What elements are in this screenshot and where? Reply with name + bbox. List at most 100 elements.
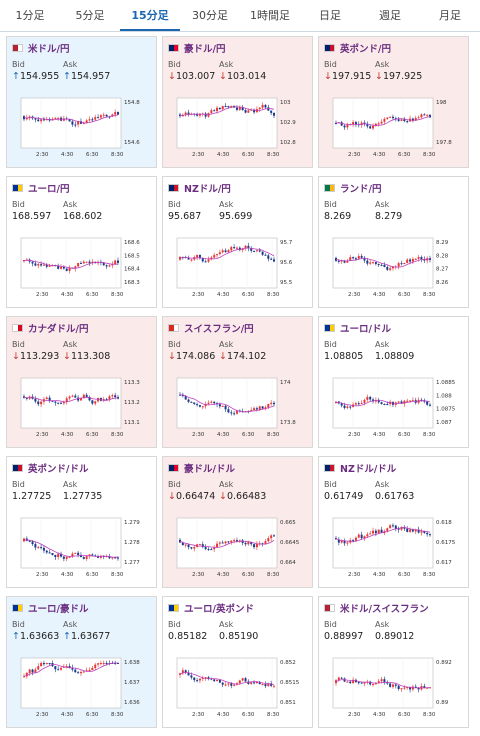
tab-3[interactable]: 30分足 xyxy=(192,9,228,22)
candle-body xyxy=(111,557,114,559)
tab-7[interactable]: 月足 xyxy=(439,9,461,22)
mini-candle-chart[interactable]: 168.6 168.5 168.4 168.3 2:30 4:30 6:30 8:30 xyxy=(17,234,151,300)
candle-body xyxy=(267,107,270,111)
pair-name[interactable]: 米ドル/スイスフラン xyxy=(340,604,429,615)
tab-0[interactable]: 1分足 xyxy=(15,9,45,22)
mini-candle-chart[interactable]: 1.0885 1.088 1.0875 1.087 2:30 4:30 6:30 8:30 xyxy=(329,374,463,440)
candle-body xyxy=(57,553,60,558)
ask-label: Ask xyxy=(63,200,78,209)
pair-name[interactable]: ユーロ/豪ドル xyxy=(28,604,89,615)
moving-average-line xyxy=(23,114,119,124)
pair-name[interactable]: カナダドル/円 xyxy=(28,324,89,335)
rate-card[interactable]: 豪ドル/ドル Bid Ask ↓0.66474 ↓0.66483 0.665 0.… xyxy=(162,456,313,588)
rate-card[interactable]: ユーロ/英ポンド Bid Ask 0.85182 0.85190 0.852 0.… xyxy=(162,596,313,728)
rate-card[interactable]: ユーロ/豪ドル Bid Ask ↑1.63663 ↑1.63677 1.638 1… xyxy=(6,596,157,728)
candle-body xyxy=(207,549,210,551)
mini-candle-chart[interactable]: 0.665 0.6645 0.664 2:30 4:30 6:30 8:30 xyxy=(173,514,307,580)
x-tick-label: 8:30 xyxy=(423,152,436,158)
chart-frame xyxy=(20,377,122,429)
tab-4[interactable]: 1時間足 xyxy=(250,9,290,22)
mini-candle-chart[interactable]: 0.892 0.89 2:30 4:30 6:30 8:30 xyxy=(329,654,463,720)
y-tick-label: 168.6 xyxy=(124,240,140,246)
card-header: ユーロ/円 xyxy=(12,182,70,195)
pair-name[interactable]: ランド/円 xyxy=(340,184,382,195)
candle-body xyxy=(357,682,360,684)
ask-value: ↓174.102 xyxy=(219,351,266,362)
rate-card[interactable]: NZドル/ドル Bid Ask 0.61749 0.61763 0.618 0.6… xyxy=(318,456,469,588)
candle-body xyxy=(357,403,360,405)
tab-2[interactable]: 15分足 xyxy=(120,0,180,31)
tab-1[interactable]: 5分足 xyxy=(75,9,105,22)
pair-name[interactable]: 英ポンド/円 xyxy=(340,44,391,55)
pair-name[interactable]: NZドル/ドル xyxy=(340,464,397,475)
candle-body xyxy=(250,682,253,684)
rate-card[interactable]: 米ドル/スイスフラン Bid Ask 0.88997 0.89012 0.892… xyxy=(318,596,469,728)
mini-candle-chart[interactable]: 113.3 113.2 113.1 2:30 4:30 6:30 8:30 xyxy=(17,374,151,440)
candle-body xyxy=(363,257,366,261)
candle-body xyxy=(42,264,45,266)
rate-card[interactable]: 英ポンド/円 Bid Ask ↓197.915 ↓197.925 198 197.… xyxy=(318,36,469,168)
trend-arrow-icon: ↓ xyxy=(324,71,332,82)
mini-candle-chart[interactable]: 174 173.8 2:30 4:30 6:30 8:30 xyxy=(173,374,307,440)
x-tick-label: 6:30 xyxy=(86,152,99,158)
candle-body xyxy=(40,401,43,405)
rate-card[interactable]: 英ポンド/ドル Bid Ask 1.27725 1.27735 1.279 1.2… xyxy=(6,456,157,588)
rate-card[interactable]: ユーロ/ドル Bid Ask 1.08805 1.08809 1.0885 1.0… xyxy=(318,316,469,448)
candle-body xyxy=(337,260,340,262)
pair-name[interactable]: NZドル/円 xyxy=(184,184,231,195)
mini-candle-chart[interactable]: 0.852 0.8515 0.851 2:30 4:30 6:30 8:30 xyxy=(173,654,307,720)
candle-body xyxy=(216,543,219,548)
pair-name[interactable]: 英ポンド/ドル xyxy=(28,464,89,475)
flag-icon xyxy=(12,604,23,612)
candle-body xyxy=(77,397,80,401)
candle-body xyxy=(420,399,423,401)
pair-name[interactable]: 豪ドル/ドル xyxy=(184,464,235,475)
mini-candle-chart[interactable]: 0.618 0.6175 0.617 2:30 4:30 6:30 8:30 xyxy=(329,514,463,580)
candle-body xyxy=(88,119,91,121)
candle-body xyxy=(400,401,403,404)
ask-label: Ask xyxy=(375,200,390,209)
mini-candle-chart[interactable]: 1.638 1.637 1.636 2:30 4:30 6:30 8:30 xyxy=(17,654,151,720)
pair-name[interactable]: ユーロ/ドル xyxy=(340,324,391,335)
mini-candle-chart[interactable]: 198 197.8 2:30 4:30 6:30 8:30 xyxy=(329,94,463,160)
candle-body xyxy=(221,682,224,685)
mini-candle-chart[interactable]: 103 102.9 102.8 2:30 4:30 6:30 8:30 xyxy=(173,94,307,160)
tab-6[interactable]: 週足 xyxy=(379,9,401,22)
rate-card[interactable]: 豪ドル/円 Bid Ask ↓103.007 ↓103.014 103 102.9… xyxy=(162,36,313,168)
mini-candle-chart[interactable]: 154.8 154.6 2:30 4:30 6:30 8:30 xyxy=(17,94,151,160)
x-tick-label: 6:30 xyxy=(398,432,411,438)
pair-name[interactable]: 豪ドル/円 xyxy=(184,44,226,55)
pair-name[interactable]: ユーロ/英ポンド xyxy=(184,604,254,615)
candle-body xyxy=(45,264,48,267)
candle-body xyxy=(91,667,94,671)
y-tick-label: 95.7 xyxy=(280,240,293,246)
candle-body xyxy=(102,262,105,266)
pair-name[interactable]: ユーロ/円 xyxy=(28,184,70,195)
candle-body xyxy=(218,404,221,407)
ask-label: Ask xyxy=(375,480,390,489)
ask-value: 1.08809 xyxy=(375,351,414,362)
mini-candle-chart[interactable]: 95.7 95.6 95.5 2:30 4:30 6:30 8:30 xyxy=(173,234,307,300)
x-tick-label: 8:30 xyxy=(267,152,280,158)
rate-card[interactable]: ランド/円 Bid Ask 8.269 8.279 8.29 8.28 8.27 8.… xyxy=(318,176,469,308)
candle-body xyxy=(233,684,236,686)
candle-body xyxy=(340,260,343,262)
pair-name[interactable]: スイスフラン/円 xyxy=(184,324,254,335)
candle-body xyxy=(352,122,355,125)
candle-body xyxy=(423,114,426,116)
tab-5[interactable]: 日足 xyxy=(319,9,341,22)
rate-card[interactable]: スイスフラン/円 Bid Ask ↓174.086 ↓174.102 174 17… xyxy=(162,316,313,448)
rate-card[interactable]: 米ドル/円 Bid Ask ↑154.955 ↑154.957 154.8 154… xyxy=(6,36,157,168)
rate-card[interactable]: ユーロ/円 Bid Ask 168.597 168.602 168.6 168.5… xyxy=(6,176,157,308)
candle-body xyxy=(216,254,219,256)
bid-number: 0.88997 xyxy=(324,631,364,642)
mini-candle-chart[interactable]: 1.279 1.278 1.277 2:30 4:30 6:30 8:30 xyxy=(17,514,151,580)
pair-name[interactable]: 米ドル/円 xyxy=(28,44,70,55)
rate-card[interactable]: カナダドル/円 Bid Ask ↓113.293 ↓113.308 113.3 1… xyxy=(6,316,157,448)
y-tick-label: 174 xyxy=(280,380,291,386)
rate-card[interactable]: NZドル/円 Bid Ask 95.687 95.699 95.7 95.6 95.… xyxy=(162,176,313,308)
bid-number: 1.63663 xyxy=(19,631,60,642)
candle-body xyxy=(354,403,357,405)
mini-candle-chart[interactable]: 8.29 8.28 8.27 8.26 2:30 4:30 6:30 8:30 xyxy=(329,234,463,300)
card-header: NZドル/円 xyxy=(168,182,231,195)
